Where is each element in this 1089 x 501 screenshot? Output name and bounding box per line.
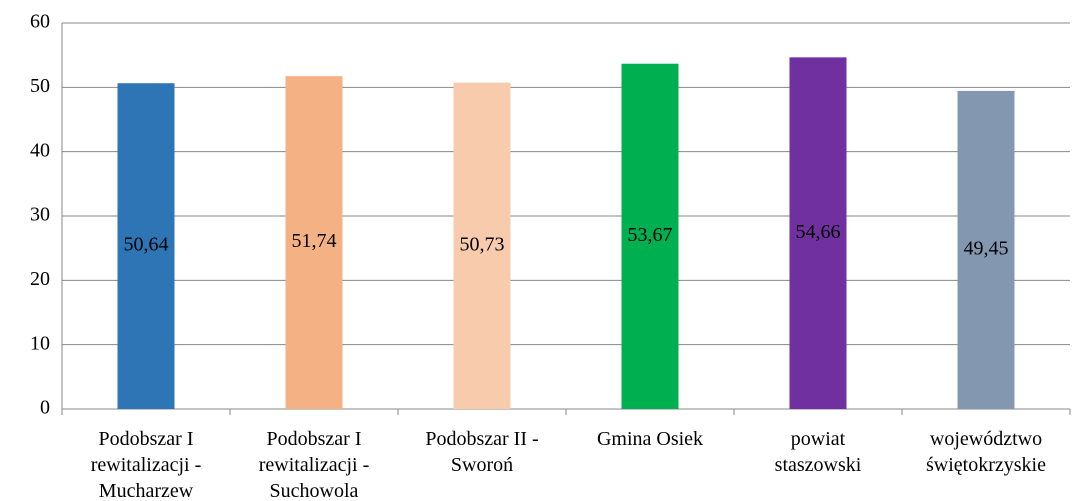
x-tick-label: powiat staszowski — [775, 428, 862, 476]
x-tick-label: Podobszar I rewitalizacji - Mucharzew — [91, 428, 202, 501]
data-label: 50,73 — [460, 233, 505, 255]
x-tick-line: Sworoń — [451, 454, 513, 476]
y-tick-label: 60 — [30, 11, 50, 33]
y-tick-label: 20 — [30, 268, 50, 290]
x-tick-line: Mucharzew — [99, 480, 194, 501]
x-tick-label: Gmina Osiek — [597, 428, 703, 450]
data-label: 51,74 — [292, 230, 337, 252]
y-tick-label: 10 — [30, 332, 50, 354]
y-tick-label: 30 — [30, 204, 50, 226]
y-tick-label: 40 — [30, 139, 50, 161]
x-tick-label: Podobszar I rewitalizacji - Suchowola — [259, 428, 370, 501]
x-tick-line: Podobszar I — [99, 428, 194, 450]
bar — [957, 90, 1015, 409]
x-tick-line: powiat — [791, 428, 846, 450]
data-label: 53,67 — [628, 224, 673, 246]
data-label: 54,66 — [796, 221, 841, 243]
y-tick-label: 50 — [30, 75, 50, 97]
x-tick-line: rewitalizacji - — [91, 454, 202, 476]
bar — [621, 63, 679, 410]
x-tick-line: rewitalizacji - — [259, 454, 370, 476]
x-tick-line: Podobszar II - — [425, 428, 538, 450]
x-tick-line: Gmina Osiek — [597, 428, 703, 450]
x-tick-label: województwo świętokrzyskie — [926, 428, 1046, 476]
bar — [453, 82, 511, 410]
y-tick-label: 0 — [40, 397, 50, 419]
x-tick-label: Podobszar II - Sworoń — [425, 428, 538, 476]
x-tick-line: staszowski — [775, 454, 862, 476]
x-tick-line: województwo — [930, 428, 1042, 450]
bar — [789, 57, 847, 409]
data-label: 49,45 — [964, 238, 1009, 260]
bar — [285, 76, 343, 409]
bar — [117, 83, 175, 409]
x-tick-line: Suchowola — [270, 480, 359, 501]
data-label: 50,64 — [124, 234, 169, 256]
x-tick-line: Podobszar I — [267, 428, 362, 450]
x-tick-line: świętokrzyskie — [926, 454, 1046, 476]
